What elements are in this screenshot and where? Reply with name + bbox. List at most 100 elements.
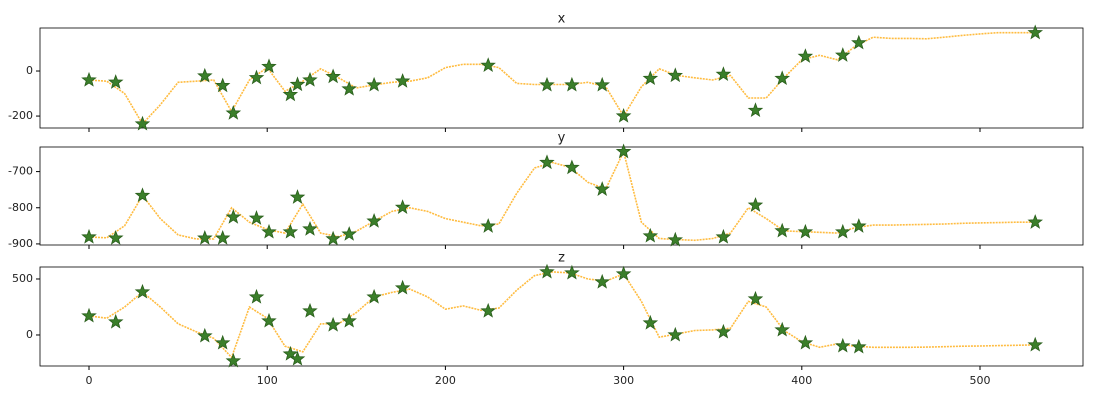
keyframe-star xyxy=(366,288,382,304)
keyframe-star xyxy=(282,223,299,239)
keyframe-star xyxy=(715,323,732,339)
keyframe-star xyxy=(594,76,610,92)
keyframe-star xyxy=(615,265,632,281)
keyframe-star xyxy=(325,316,341,332)
keyframe-star xyxy=(539,263,555,279)
keyframe-star xyxy=(325,230,341,246)
plot-frame xyxy=(39,266,1084,367)
keyframe-star xyxy=(394,279,411,295)
keyframe-star xyxy=(667,231,683,247)
x-tick-label: 200 xyxy=(435,374,456,387)
keyframe-star xyxy=(325,68,341,84)
keyframe-star xyxy=(282,86,299,102)
x-tick-label: 100 xyxy=(257,374,278,387)
keyframe-star xyxy=(366,212,382,228)
keyframe-star xyxy=(642,314,659,330)
keyframe-star xyxy=(134,283,151,299)
chart-title: y xyxy=(558,131,566,146)
y-tick-label: 500 xyxy=(12,272,33,285)
keyframe-star xyxy=(615,143,632,159)
curve-line xyxy=(88,31,1034,126)
keyframe-star xyxy=(302,302,318,318)
y-tick-label: -900 xyxy=(8,237,33,250)
keyframe-star xyxy=(225,352,242,368)
keyframe-star xyxy=(774,222,790,238)
keyframe-star xyxy=(747,102,764,118)
y-tick-label: 0 xyxy=(26,328,33,341)
keyframe-star xyxy=(1027,214,1043,229)
keyframe-star xyxy=(248,69,265,85)
keyframe-star xyxy=(225,209,242,224)
keyframe-star xyxy=(774,321,791,337)
y-tick-label: -200 xyxy=(8,109,33,122)
keyframe-star xyxy=(214,334,231,350)
keyframe-star xyxy=(715,66,732,82)
keyframe-star xyxy=(81,71,97,87)
keyframe-star xyxy=(539,154,555,170)
keyframe-star xyxy=(1027,24,1044,40)
keyframe-star xyxy=(289,189,306,204)
keyframe-star xyxy=(108,74,124,89)
keyframe-star xyxy=(108,313,124,329)
keyframe-star xyxy=(564,264,580,280)
y-tick-label: -800 xyxy=(8,201,33,214)
keyframe-star xyxy=(851,218,867,233)
keyframe-star xyxy=(394,73,411,88)
keyframe-star xyxy=(366,76,382,92)
x-tick-label: 0 xyxy=(86,374,93,387)
chart-title: x xyxy=(558,12,566,27)
keyframe-star xyxy=(480,302,496,318)
keyframe-star xyxy=(394,199,411,215)
keyframe-star xyxy=(851,34,867,50)
plot-frame xyxy=(39,27,1084,129)
keyframe-star xyxy=(197,327,213,343)
keyframe-star xyxy=(197,67,213,83)
keyframe-star xyxy=(564,76,580,92)
keyframe-star xyxy=(774,70,790,86)
keyframe-star xyxy=(594,273,610,289)
keyframe-star xyxy=(480,218,496,233)
keyframe-star xyxy=(797,223,814,239)
plot-frame xyxy=(39,146,1084,246)
keyframe-star xyxy=(835,337,851,353)
keyframe-star xyxy=(642,227,659,243)
keyframe-star xyxy=(747,290,764,306)
keyframe-star xyxy=(797,48,814,63)
x-tick-label: 300 xyxy=(613,374,634,387)
keyframe-star xyxy=(289,350,306,366)
curve-line xyxy=(88,271,1034,359)
keyframe-star xyxy=(480,57,496,73)
keyframe-star xyxy=(594,181,610,196)
keyframe-star xyxy=(108,229,124,245)
keyframe-star xyxy=(642,70,659,86)
keyframe-star xyxy=(214,77,231,93)
keyframe-star xyxy=(302,71,318,87)
keyframe-star xyxy=(835,223,851,239)
keyframe-star xyxy=(539,76,555,92)
x-tick-label: 500 xyxy=(970,374,991,387)
keyframe-star xyxy=(81,228,97,244)
keyframe-star xyxy=(225,104,242,120)
keyframe-star xyxy=(1027,336,1043,352)
keyframe-star xyxy=(261,312,277,328)
keyframe-star xyxy=(197,229,213,245)
keyframe-star xyxy=(214,229,231,245)
keyframe-star xyxy=(667,67,683,83)
curve-line xyxy=(88,149,1034,242)
keyframe-star xyxy=(261,58,277,74)
keyframe-star xyxy=(835,47,851,62)
keyframe-star xyxy=(667,326,683,342)
y-tick-label: -700 xyxy=(8,165,33,178)
keyframe-star xyxy=(282,345,299,361)
keyframe-star xyxy=(615,107,632,123)
keyframe-star xyxy=(564,159,580,175)
keyframe-star xyxy=(341,226,357,241)
keyframe-star xyxy=(302,220,318,236)
keyframe-star xyxy=(341,312,357,328)
keyframe-star xyxy=(341,80,357,96)
keyframe-star xyxy=(134,187,151,203)
keyframe-star xyxy=(289,76,306,92)
keyframe-star xyxy=(248,288,265,304)
keyframe-star xyxy=(715,228,732,244)
